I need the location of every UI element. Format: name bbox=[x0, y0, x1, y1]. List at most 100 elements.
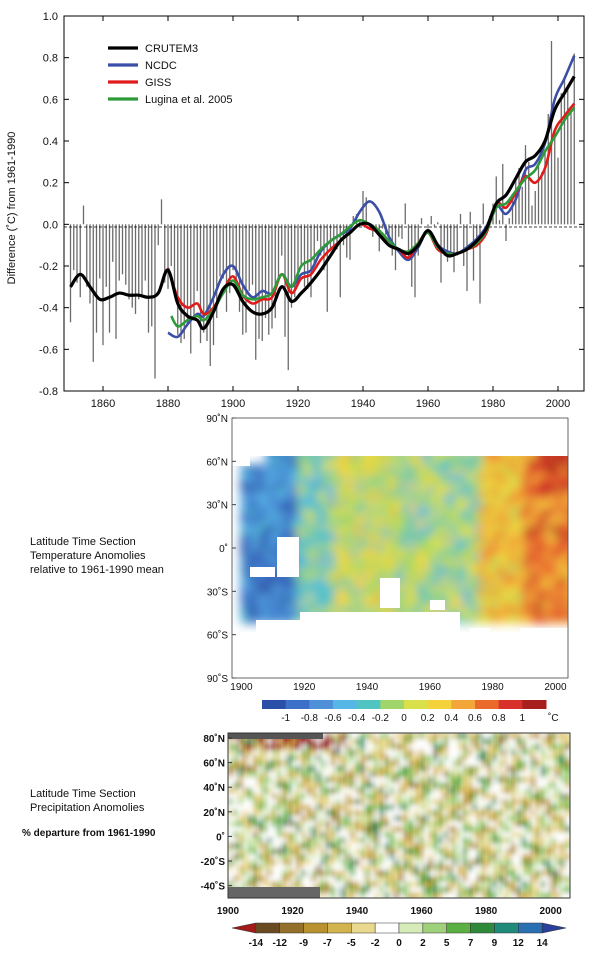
temp-cell bbox=[472, 593, 481, 601]
precip-cell bbox=[325, 859, 333, 867]
precip-cell bbox=[428, 892, 435, 898]
precip-cell bbox=[428, 793, 435, 801]
temp-cell bbox=[296, 547, 305, 555]
temp-cell bbox=[303, 478, 311, 485]
precip-cell bbox=[335, 749, 342, 757]
precip-cell bbox=[496, 832, 504, 839]
precip-cell bbox=[506, 793, 513, 801]
precip-cell bbox=[428, 854, 435, 861]
temp-cell bbox=[271, 542, 280, 550]
precip-cell bbox=[364, 744, 372, 751]
temp-cell bbox=[510, 478, 518, 485]
temp-cell bbox=[435, 593, 443, 601]
precip-cell bbox=[350, 870, 357, 878]
temp-cell bbox=[510, 538, 518, 545]
precip-cell bbox=[501, 876, 508, 883]
precip-cell bbox=[399, 744, 406, 751]
temp-cell bbox=[278, 561, 286, 569]
temp-cell bbox=[560, 579, 568, 587]
temp-cell bbox=[447, 616, 456, 624]
temp-cell bbox=[265, 593, 274, 601]
precip-cell bbox=[296, 810, 303, 817]
precip-cell bbox=[447, 788, 455, 795]
precip-cell bbox=[403, 733, 411, 740]
precip-cell bbox=[438, 793, 445, 801]
precip-cell bbox=[408, 744, 416, 751]
precip-cell bbox=[247, 793, 254, 801]
temp-cell bbox=[504, 515, 512, 522]
temp-cell bbox=[523, 612, 531, 619]
precip-cell bbox=[276, 854, 284, 861]
precip-cell bbox=[418, 821, 425, 828]
precip-cell bbox=[423, 870, 430, 878]
precip-cell bbox=[491, 859, 499, 867]
temp-cell bbox=[516, 561, 525, 569]
precip-cell bbox=[565, 881, 570, 889]
precip-cell bbox=[311, 733, 318, 740]
temp-cell bbox=[290, 538, 299, 545]
precip-cell bbox=[433, 887, 440, 894]
temp-cell bbox=[328, 575, 336, 582]
temp-cell bbox=[560, 473, 568, 481]
temp-cell bbox=[523, 547, 531, 555]
temp-cell bbox=[303, 524, 311, 532]
temp-cell bbox=[435, 570, 443, 578]
temp-cell bbox=[259, 496, 267, 504]
temp-cell bbox=[491, 533, 500, 541]
precip-cell bbox=[506, 738, 513, 746]
temp-cell bbox=[378, 529, 387, 536]
temp-cell bbox=[328, 482, 336, 490]
plot-frame bbox=[63, 15, 585, 392]
temp-cell bbox=[347, 492, 355, 499]
temp-cell bbox=[491, 524, 500, 532]
temp-cell bbox=[328, 496, 336, 504]
precip-cell bbox=[506, 821, 513, 828]
precip-cell bbox=[306, 848, 313, 856]
precip-cell bbox=[565, 799, 570, 806]
temp-cell bbox=[548, 612, 556, 619]
precip-cell bbox=[550, 870, 557, 878]
temp-cell bbox=[397, 593, 405, 601]
precip-cell bbox=[228, 887, 235, 894]
temp-cell bbox=[384, 561, 393, 569]
temp-cell bbox=[485, 603, 493, 610]
precip-cell bbox=[535, 804, 543, 812]
precip-cell bbox=[306, 870, 313, 878]
precip-cell bbox=[252, 832, 259, 839]
precip-cell bbox=[447, 876, 455, 883]
temp-cell bbox=[391, 570, 399, 578]
temp-cell bbox=[560, 547, 568, 555]
precip-cell bbox=[384, 810, 391, 817]
temp-cell bbox=[290, 501, 299, 508]
temp-cell bbox=[372, 561, 380, 569]
precip-cell bbox=[257, 892, 264, 898]
temp-cell bbox=[504, 492, 512, 499]
precip-cell bbox=[228, 832, 235, 839]
temp-cell bbox=[447, 566, 456, 573]
temp-cell bbox=[334, 552, 343, 559]
temp-cell bbox=[510, 542, 518, 550]
precip-cell bbox=[565, 755, 570, 762]
precip-cell bbox=[340, 760, 347, 768]
precip-cell bbox=[320, 804, 328, 812]
precip-cell bbox=[496, 733, 504, 740]
temp-cell bbox=[265, 607, 274, 615]
temp-cell bbox=[334, 561, 343, 569]
temp-cell bbox=[504, 524, 512, 532]
precip-cell bbox=[262, 881, 269, 889]
temp-cell bbox=[378, 505, 387, 513]
temp-cell bbox=[328, 492, 336, 499]
temp-cell bbox=[441, 616, 449, 624]
precip-cell bbox=[423, 865, 430, 872]
precip-cell bbox=[535, 760, 543, 768]
precip-cell bbox=[320, 821, 328, 828]
precip-cell bbox=[394, 738, 401, 746]
temp-cell bbox=[497, 505, 506, 513]
precip-cell bbox=[418, 892, 425, 898]
temp-cell bbox=[252, 469, 261, 476]
temp-cell bbox=[303, 501, 311, 508]
precip-cell bbox=[325, 887, 333, 894]
temp-cell bbox=[573, 469, 581, 476]
precip-cell bbox=[374, 843, 381, 850]
temp-cell bbox=[497, 464, 506, 471]
